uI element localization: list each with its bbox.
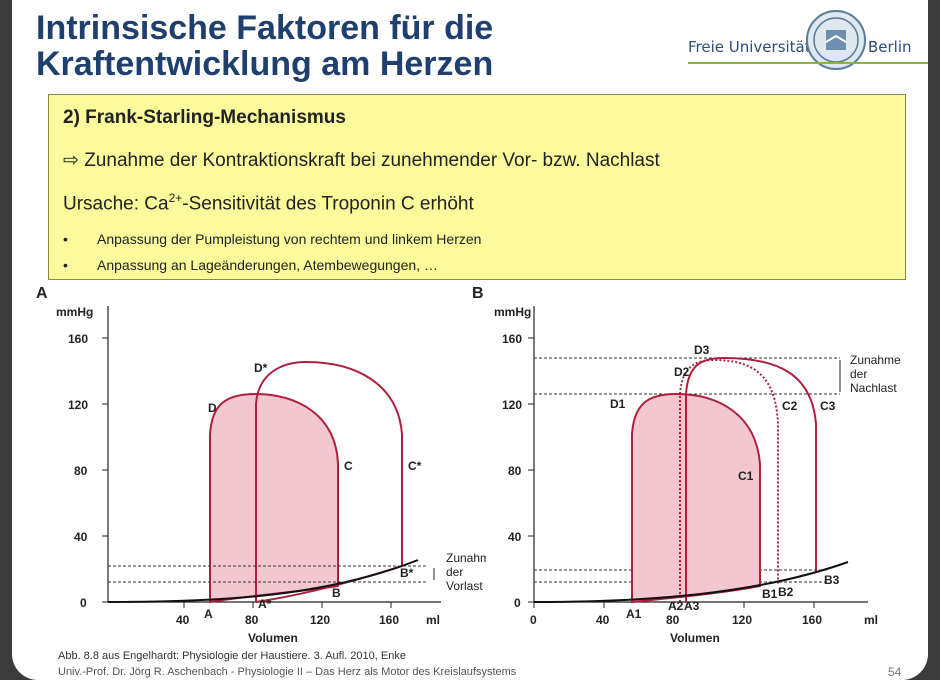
y-ticks: 0 40 80 120 160 xyxy=(502,332,534,610)
university-seal-icon xyxy=(806,10,866,70)
point-label: D xyxy=(208,401,217,415)
pv-loop-fill xyxy=(209,392,339,604)
title-line-2: Kraftentwicklung am Herzen xyxy=(36,45,494,83)
point-label: C2 xyxy=(782,399,798,413)
chart-panel-a: A mmHg 0 40 80 120 160 40 80 120 160 ml … xyxy=(36,285,486,644)
logo-underline xyxy=(688,62,928,64)
annotation-text: Zunahme xyxy=(446,551,486,565)
point-label: A3 xyxy=(684,599,700,613)
slide-page: Intrinsische Faktoren für die Kraftentwi… xyxy=(12,0,928,680)
point-label: A2 xyxy=(668,599,684,613)
x-axis-label: Volumen xyxy=(670,631,720,644)
annotation-text: Vorlast xyxy=(446,579,483,593)
x-unit-label: ml xyxy=(426,613,440,627)
y-tick-label: 120 xyxy=(502,398,522,412)
bullet-item: • Anpassung der Pumpleistung von rechtem … xyxy=(63,231,482,247)
point-label: A* xyxy=(258,597,272,611)
point-label: D3 xyxy=(694,343,710,357)
annotation-text: der xyxy=(446,565,463,579)
point-label: D1 xyxy=(610,397,626,411)
pv-loop-outline xyxy=(685,356,817,602)
point-label: C3 xyxy=(820,399,836,413)
annotation-text: der xyxy=(850,367,867,381)
page-number: 54 xyxy=(888,665,902,679)
x-tick-label: 0 xyxy=(530,613,537,627)
passive-curve xyxy=(533,561,849,603)
university-logo: Freie Universität Berlin xyxy=(688,10,928,78)
point-label: B* xyxy=(400,566,414,580)
box-line-2: Ursache: Ca2+-Sensitivität des Troponin … xyxy=(63,191,474,215)
logo-text-right: Berlin xyxy=(868,38,912,56)
point-label: B2 xyxy=(778,585,794,599)
x-axis-label: Volumen xyxy=(248,631,298,644)
y-tick-label: 40 xyxy=(508,530,522,544)
title-line-1: Intrinsische Faktoren für die xyxy=(36,9,494,47)
x-tick-label: 80 xyxy=(245,613,259,627)
x-ticks: 40 80 120 160 ml xyxy=(176,602,440,627)
footer-text: Univ.-Prof. Dr. Jörg R. Aschenbach - Phy… xyxy=(58,666,517,678)
x-tick-label: 80 xyxy=(666,613,680,627)
chart-panel-b: B mmHg 0 40 80 120 160 0 40 80 120 160 m… xyxy=(472,285,901,644)
annotation-text: Zunahme xyxy=(850,353,901,367)
y-tick-label: 80 xyxy=(74,464,88,478)
point-label: A1 xyxy=(626,607,642,621)
box-line-1: ⇨ Zunahme der Kontraktionskraft bei zune… xyxy=(63,150,660,171)
y-axis-label: mmHg xyxy=(56,305,93,319)
x-tick-label: 40 xyxy=(176,613,190,627)
point-label: C* xyxy=(408,459,422,473)
x-tick-label: 160 xyxy=(379,613,399,627)
y-ticks: 0 40 80 120 160 xyxy=(68,332,108,610)
x-ticks: 0 40 80 120 160 ml xyxy=(530,602,878,627)
slide-title: Intrinsische Faktoren für die Kraftentwi… xyxy=(36,10,493,82)
y-tick-label: 0 xyxy=(80,596,87,610)
y-tick-label: 120 xyxy=(68,398,88,412)
x-tick-label: 160 xyxy=(802,613,822,627)
point-label: A xyxy=(204,607,213,621)
panel-label: A xyxy=(36,285,48,302)
point-label: B xyxy=(332,586,341,600)
box-heading: 2) Frank-Starling-Mechanismus xyxy=(63,107,346,128)
pv-loop-outline xyxy=(255,360,403,603)
point-label: B1 xyxy=(762,587,778,601)
point-label: D* xyxy=(254,361,268,375)
panel-label: B xyxy=(472,285,484,302)
point-label: B3 xyxy=(824,573,840,587)
passive-curve xyxy=(107,559,419,603)
y-tick-label: 0 xyxy=(514,596,521,610)
annotation-text: Nachlast xyxy=(850,381,897,395)
y-axis-label: mmHg xyxy=(494,305,531,319)
pv-loop-fill xyxy=(631,392,761,604)
x-tick-label: 40 xyxy=(596,613,610,627)
point-label: C1 xyxy=(738,469,754,483)
point-label: D2 xyxy=(674,365,690,379)
x-tick-label: 120 xyxy=(732,613,752,627)
source-caption: Abb. 8.8 aus Engelhardt: Physiologie der… xyxy=(58,650,406,662)
y-tick-label: 160 xyxy=(68,332,88,346)
logo-text-left: Freie Universität xyxy=(688,38,811,56)
highlight-box: 2) Frank-Starling-Mechanismus ⇨ Zunahme … xyxy=(48,94,906,280)
bullet-item: • Anpassung an Lageänderungen, Atembewegu… xyxy=(63,257,438,273)
x-unit-label: ml xyxy=(864,613,878,627)
y-tick-label: 40 xyxy=(74,530,88,544)
y-tick-label: 80 xyxy=(508,464,522,478)
pv-loop-dotted xyxy=(679,358,779,602)
y-tick-label: 160 xyxy=(502,332,522,346)
point-label: C xyxy=(344,459,353,473)
x-tick-label: 120 xyxy=(310,613,330,627)
